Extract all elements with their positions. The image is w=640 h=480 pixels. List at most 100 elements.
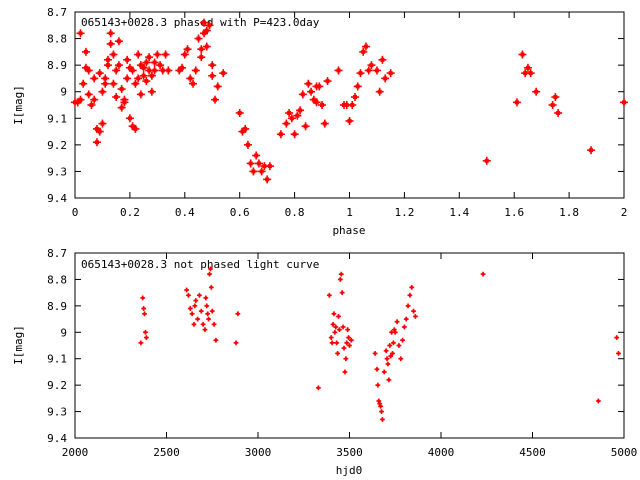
data-point	[276, 130, 285, 139]
data-point	[150, 58, 159, 67]
data-point	[200, 321, 206, 327]
data-point	[383, 348, 389, 354]
data-point	[143, 329, 148, 335]
data-point	[318, 101, 327, 109]
data-point	[186, 74, 195, 83]
data-point	[333, 324, 339, 330]
data-point	[587, 146, 596, 155]
data-point	[197, 53, 206, 62]
data-point	[400, 337, 405, 343]
y-tick-label: 9	[60, 326, 67, 339]
data-point	[209, 308, 215, 314]
data-point	[87, 101, 96, 109]
data-point	[145, 53, 154, 62]
data-point	[95, 127, 104, 136]
data-point	[356, 69, 365, 78]
data-point	[343, 356, 349, 362]
data-point	[348, 101, 357, 109]
data-point	[202, 42, 211, 51]
data-point	[347, 343, 352, 348]
data-point	[186, 292, 191, 298]
data-point	[235, 108, 244, 117]
data-point	[134, 50, 143, 59]
data-point	[207, 271, 212, 277]
data-point	[331, 311, 337, 317]
x-tick-label: 0.4	[175, 206, 195, 219]
data-point	[76, 29, 85, 38]
data-point	[378, 403, 384, 409]
data-point	[191, 66, 200, 75]
phased-y-ticks: 8.7 8.8 8.9 9 9.1 9.2 9.3 9.4	[47, 6, 624, 205]
data-point	[131, 79, 140, 88]
data-point	[114, 37, 123, 46]
data-point	[386, 377, 392, 383]
data-point	[140, 295, 146, 301]
unphased-y-axis-label: I[mag]	[12, 325, 25, 365]
data-point	[287, 114, 296, 123]
y-tick-label: 8.8	[47, 33, 67, 46]
data-point	[411, 308, 416, 314]
data-point	[364, 66, 373, 75]
data-point	[81, 47, 90, 56]
data-point	[620, 98, 628, 107]
data-point	[298, 90, 307, 99]
data-point	[128, 66, 137, 75]
data-point	[391, 340, 396, 346]
data-point	[117, 85, 126, 94]
data-point	[101, 74, 110, 83]
data-point	[138, 340, 144, 346]
y-tick-label: 9.4	[47, 432, 67, 445]
data-point	[398, 356, 404, 362]
data-point	[106, 39, 115, 48]
data-point	[235, 311, 241, 317]
data-point	[153, 50, 162, 59]
data-point	[180, 50, 189, 59]
data-point	[136, 90, 145, 99]
data-point	[301, 122, 310, 131]
x-tick-label: 3000	[245, 446, 272, 459]
y-tick-label: 8.8	[47, 273, 67, 286]
data-point	[189, 311, 195, 317]
x-tick-label: 0.6	[230, 206, 250, 219]
data-point	[203, 295, 209, 301]
data-point	[330, 321, 336, 327]
data-point	[551, 93, 560, 102]
data-point	[367, 61, 376, 70]
unphased-x-axis-label: hjd0	[336, 464, 363, 477]
data-point	[147, 87, 156, 96]
data-point	[372, 351, 378, 356]
data-point	[320, 119, 329, 128]
x-tick-label: 1.8	[559, 206, 579, 219]
data-point	[191, 321, 197, 327]
unphased-data-points	[138, 266, 621, 422]
unphased-x-ticks: 2000 2500 3000 3500 4000 4500 5000	[62, 253, 637, 459]
data-point	[90, 95, 99, 104]
data-point	[554, 108, 563, 117]
data-point	[246, 159, 255, 168]
x-tick-label: 4000	[428, 446, 455, 459]
data-point	[616, 351, 621, 356]
data-point	[254, 159, 263, 168]
x-tick-label: 2500	[153, 446, 180, 459]
y-tick-label: 9.4	[47, 192, 67, 205]
data-point	[315, 82, 324, 91]
data-point	[307, 87, 316, 96]
data-point	[345, 327, 351, 333]
data-point	[337, 327, 342, 333]
data-point	[359, 47, 368, 56]
data-point	[512, 98, 521, 107]
y-tick-label: 8.7	[47, 6, 67, 19]
data-point	[213, 82, 222, 91]
data-point	[335, 351, 341, 356]
x-tick-label: 2000	[62, 446, 89, 459]
x-tick-label: 1	[346, 206, 353, 219]
data-point	[350, 93, 359, 102]
data-point	[361, 42, 370, 51]
data-point	[312, 98, 321, 107]
y-tick-label: 9.2	[47, 379, 67, 392]
data-point	[183, 45, 192, 54]
data-point	[112, 93, 121, 102]
phased-y-axis-label: I[mag]	[12, 85, 25, 125]
y-tick-label: 8.9	[47, 300, 67, 313]
data-point	[346, 335, 351, 340]
